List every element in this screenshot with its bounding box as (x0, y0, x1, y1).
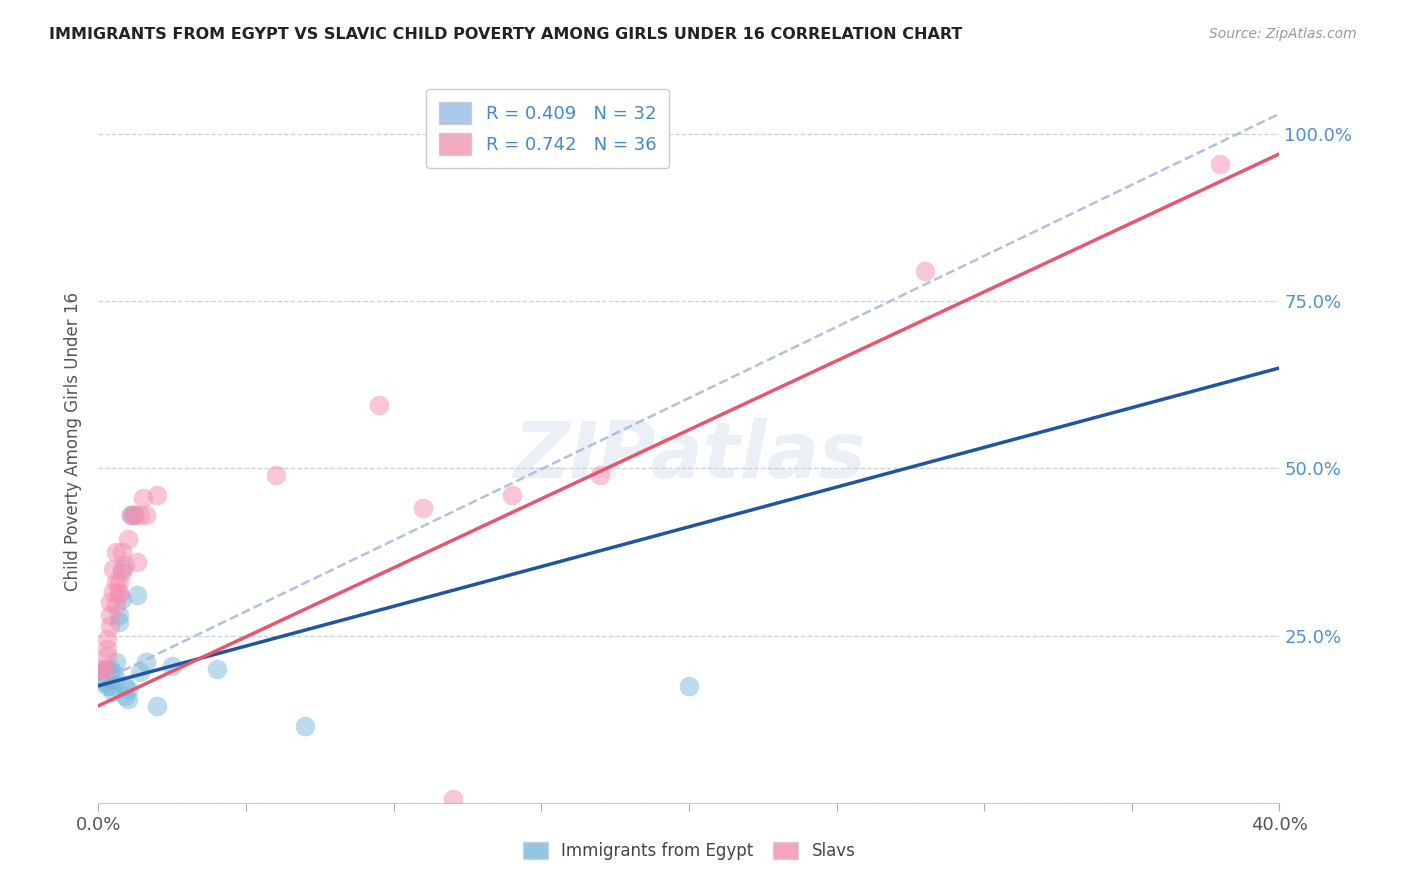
Point (96, 648, 118, 663)
Point (93, 662, 115, 676)
Point (103, 585, 125, 599)
Point (96, 642, 118, 657)
Point (108, 608, 131, 623)
Point (111, 591, 134, 606)
Point (117, 692, 139, 706)
Point (125, 589, 148, 603)
Point (111, 565, 134, 579)
Point (114, 689, 136, 703)
Point (108, 615, 131, 630)
Point (96, 679, 118, 693)
Point (368, 398, 391, 412)
Point (128, 508, 150, 523)
Point (162, 658, 183, 673)
Point (105, 599, 128, 613)
Point (108, 575, 131, 590)
Point (108, 585, 131, 599)
Point (111, 545, 134, 559)
Point (132, 491, 155, 506)
Point (98, 662, 121, 676)
Point (105, 672, 128, 686)
Point (120, 508, 142, 523)
Point (1209, 157, 1232, 171)
Point (114, 558, 136, 573)
Point (114, 679, 136, 693)
Point (117, 532, 139, 546)
Point (501, 488, 523, 502)
Point (294, 719, 316, 733)
Y-axis label: Child Poverty Among Girls Under 16: Child Poverty Among Girls Under 16 (65, 292, 83, 591)
Point (98, 595, 121, 609)
Text: Source: ZipAtlas.com: Source: ZipAtlas.com (1209, 27, 1357, 41)
Point (117, 681, 139, 696)
Point (93, 665, 115, 680)
Point (914, 264, 936, 278)
Point (146, 488, 169, 502)
Point (122, 508, 145, 523)
Point (103, 665, 125, 680)
Point (93, 672, 115, 686)
Text: IMMIGRANTS FROM EGYPT VS SLAVIC CHILD POVERTY AMONG GIRLS UNDER 16 CORRELATION C: IMMIGRANTS FROM EGYPT VS SLAVIC CHILD PO… (49, 27, 963, 42)
Point (120, 508, 142, 523)
Point (90, 669, 112, 683)
Point (93, 675, 115, 690)
Point (111, 562, 134, 576)
Point (125, 555, 148, 569)
Point (90, 662, 112, 676)
Point (105, 655, 128, 669)
Point (98, 672, 121, 686)
Point (96, 669, 118, 683)
Point (264, 467, 287, 482)
Point (412, 501, 434, 516)
Point (146, 698, 169, 713)
Point (108, 589, 131, 603)
Legend: Immigrants from Egypt, Slavs: Immigrants from Egypt, Slavs (516, 835, 862, 867)
Point (589, 467, 612, 482)
Point (122, 508, 145, 523)
Point (105, 575, 128, 590)
Point (128, 665, 150, 680)
Point (441, 792, 464, 806)
Point (96, 632, 118, 646)
Point (103, 562, 125, 576)
Point (105, 545, 128, 559)
Point (98, 679, 121, 693)
Point (98, 618, 121, 632)
Point (90, 665, 112, 680)
Point (96, 662, 118, 676)
Point (135, 655, 157, 669)
Point (135, 508, 157, 523)
Text: ZIPatlas: ZIPatlas (513, 418, 865, 494)
Point (98, 608, 121, 623)
Point (678, 679, 700, 693)
Point (205, 662, 228, 676)
Point (103, 685, 125, 699)
